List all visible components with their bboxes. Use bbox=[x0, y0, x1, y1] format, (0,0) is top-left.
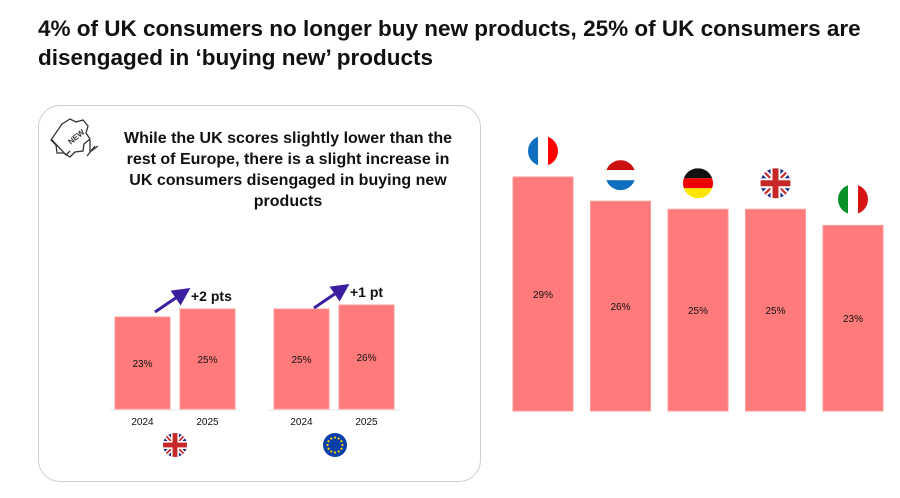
flag-stripe bbox=[683, 188, 713, 199]
data-label: 25% bbox=[688, 306, 708, 317]
flag-stripe bbox=[605, 170, 636, 181]
bar bbox=[114, 316, 171, 410]
flag-stripe bbox=[760, 180, 791, 187]
data-label: 23% bbox=[843, 314, 863, 325]
change-label: +1 pt bbox=[350, 284, 383, 300]
data-label: 25% bbox=[765, 306, 785, 317]
flag-body bbox=[838, 184, 868, 215]
flag-stripe bbox=[605, 160, 636, 171]
x-tick-label: 2024 bbox=[290, 417, 313, 428]
eu-star bbox=[333, 436, 337, 439]
uk-flag-icon bbox=[163, 433, 187, 457]
flag-stripe bbox=[163, 442, 187, 448]
data-label: 26% bbox=[356, 353, 376, 364]
eu-star bbox=[330, 437, 333, 440]
uk-flag-icon bbox=[760, 168, 791, 199]
flag-stripe bbox=[605, 180, 636, 191]
data-label: 26% bbox=[610, 302, 630, 313]
eu-star bbox=[340, 447, 343, 450]
eu-star bbox=[326, 443, 329, 447]
flag-stripe bbox=[838, 184, 848, 215]
flag-stripe bbox=[548, 135, 558, 166]
x-tick-label: 2024 bbox=[131, 417, 154, 428]
eu-star bbox=[341, 443, 344, 447]
flag-stripe bbox=[858, 184, 868, 215]
increase-arrow-icon bbox=[154, 287, 191, 314]
data-label: 23% bbox=[132, 359, 152, 370]
eu-flag-icon bbox=[323, 433, 347, 457]
bar bbox=[745, 208, 806, 412]
flag-body bbox=[163, 433, 187, 457]
data-label: 25% bbox=[291, 355, 311, 366]
flag-body bbox=[683, 168, 713, 199]
flag-stripe bbox=[848, 184, 858, 215]
bar bbox=[179, 308, 236, 410]
new-badge-icon: NEW bbox=[50, 118, 99, 158]
increase-arrow-icon bbox=[313, 283, 350, 310]
flag-body bbox=[605, 160, 636, 191]
eu-star bbox=[327, 447, 330, 450]
eu-star bbox=[340, 440, 343, 443]
flag-stripe bbox=[683, 168, 713, 179]
eu-star bbox=[333, 451, 337, 454]
bar bbox=[273, 308, 330, 410]
flag-stripe bbox=[528, 135, 538, 166]
eu-star bbox=[337, 437, 340, 440]
bar bbox=[667, 208, 729, 412]
flag-stripe bbox=[538, 135, 548, 166]
flag-body bbox=[528, 135, 558, 166]
eu-star bbox=[337, 450, 340, 453]
de-flag-icon bbox=[683, 168, 713, 199]
data-label: 29% bbox=[533, 290, 553, 301]
x-tick-label: 2025 bbox=[355, 417, 378, 428]
eu-star bbox=[327, 440, 330, 443]
bar bbox=[338, 304, 395, 410]
data-label: 25% bbox=[197, 355, 217, 366]
it-flag-icon bbox=[838, 184, 868, 215]
panel-subtitle: While the UK scores slightly lower than … bbox=[123, 130, 453, 210]
bar bbox=[822, 224, 884, 412]
flag-stripe bbox=[683, 178, 713, 189]
page-title: 4% of UK consumers no longer buy new pro… bbox=[38, 16, 861, 70]
eu-star bbox=[330, 450, 333, 453]
nl-flag-icon bbox=[605, 160, 636, 191]
flag-body bbox=[323, 433, 347, 457]
fr-flag-icon bbox=[528, 135, 558, 166]
comparison-panel bbox=[38, 105, 481, 482]
change-label: +2 pts bbox=[191, 288, 232, 304]
x-tick-label: 2025 bbox=[196, 417, 219, 428]
flag-body bbox=[760, 168, 791, 199]
bar bbox=[590, 200, 651, 412]
bar bbox=[512, 176, 574, 412]
